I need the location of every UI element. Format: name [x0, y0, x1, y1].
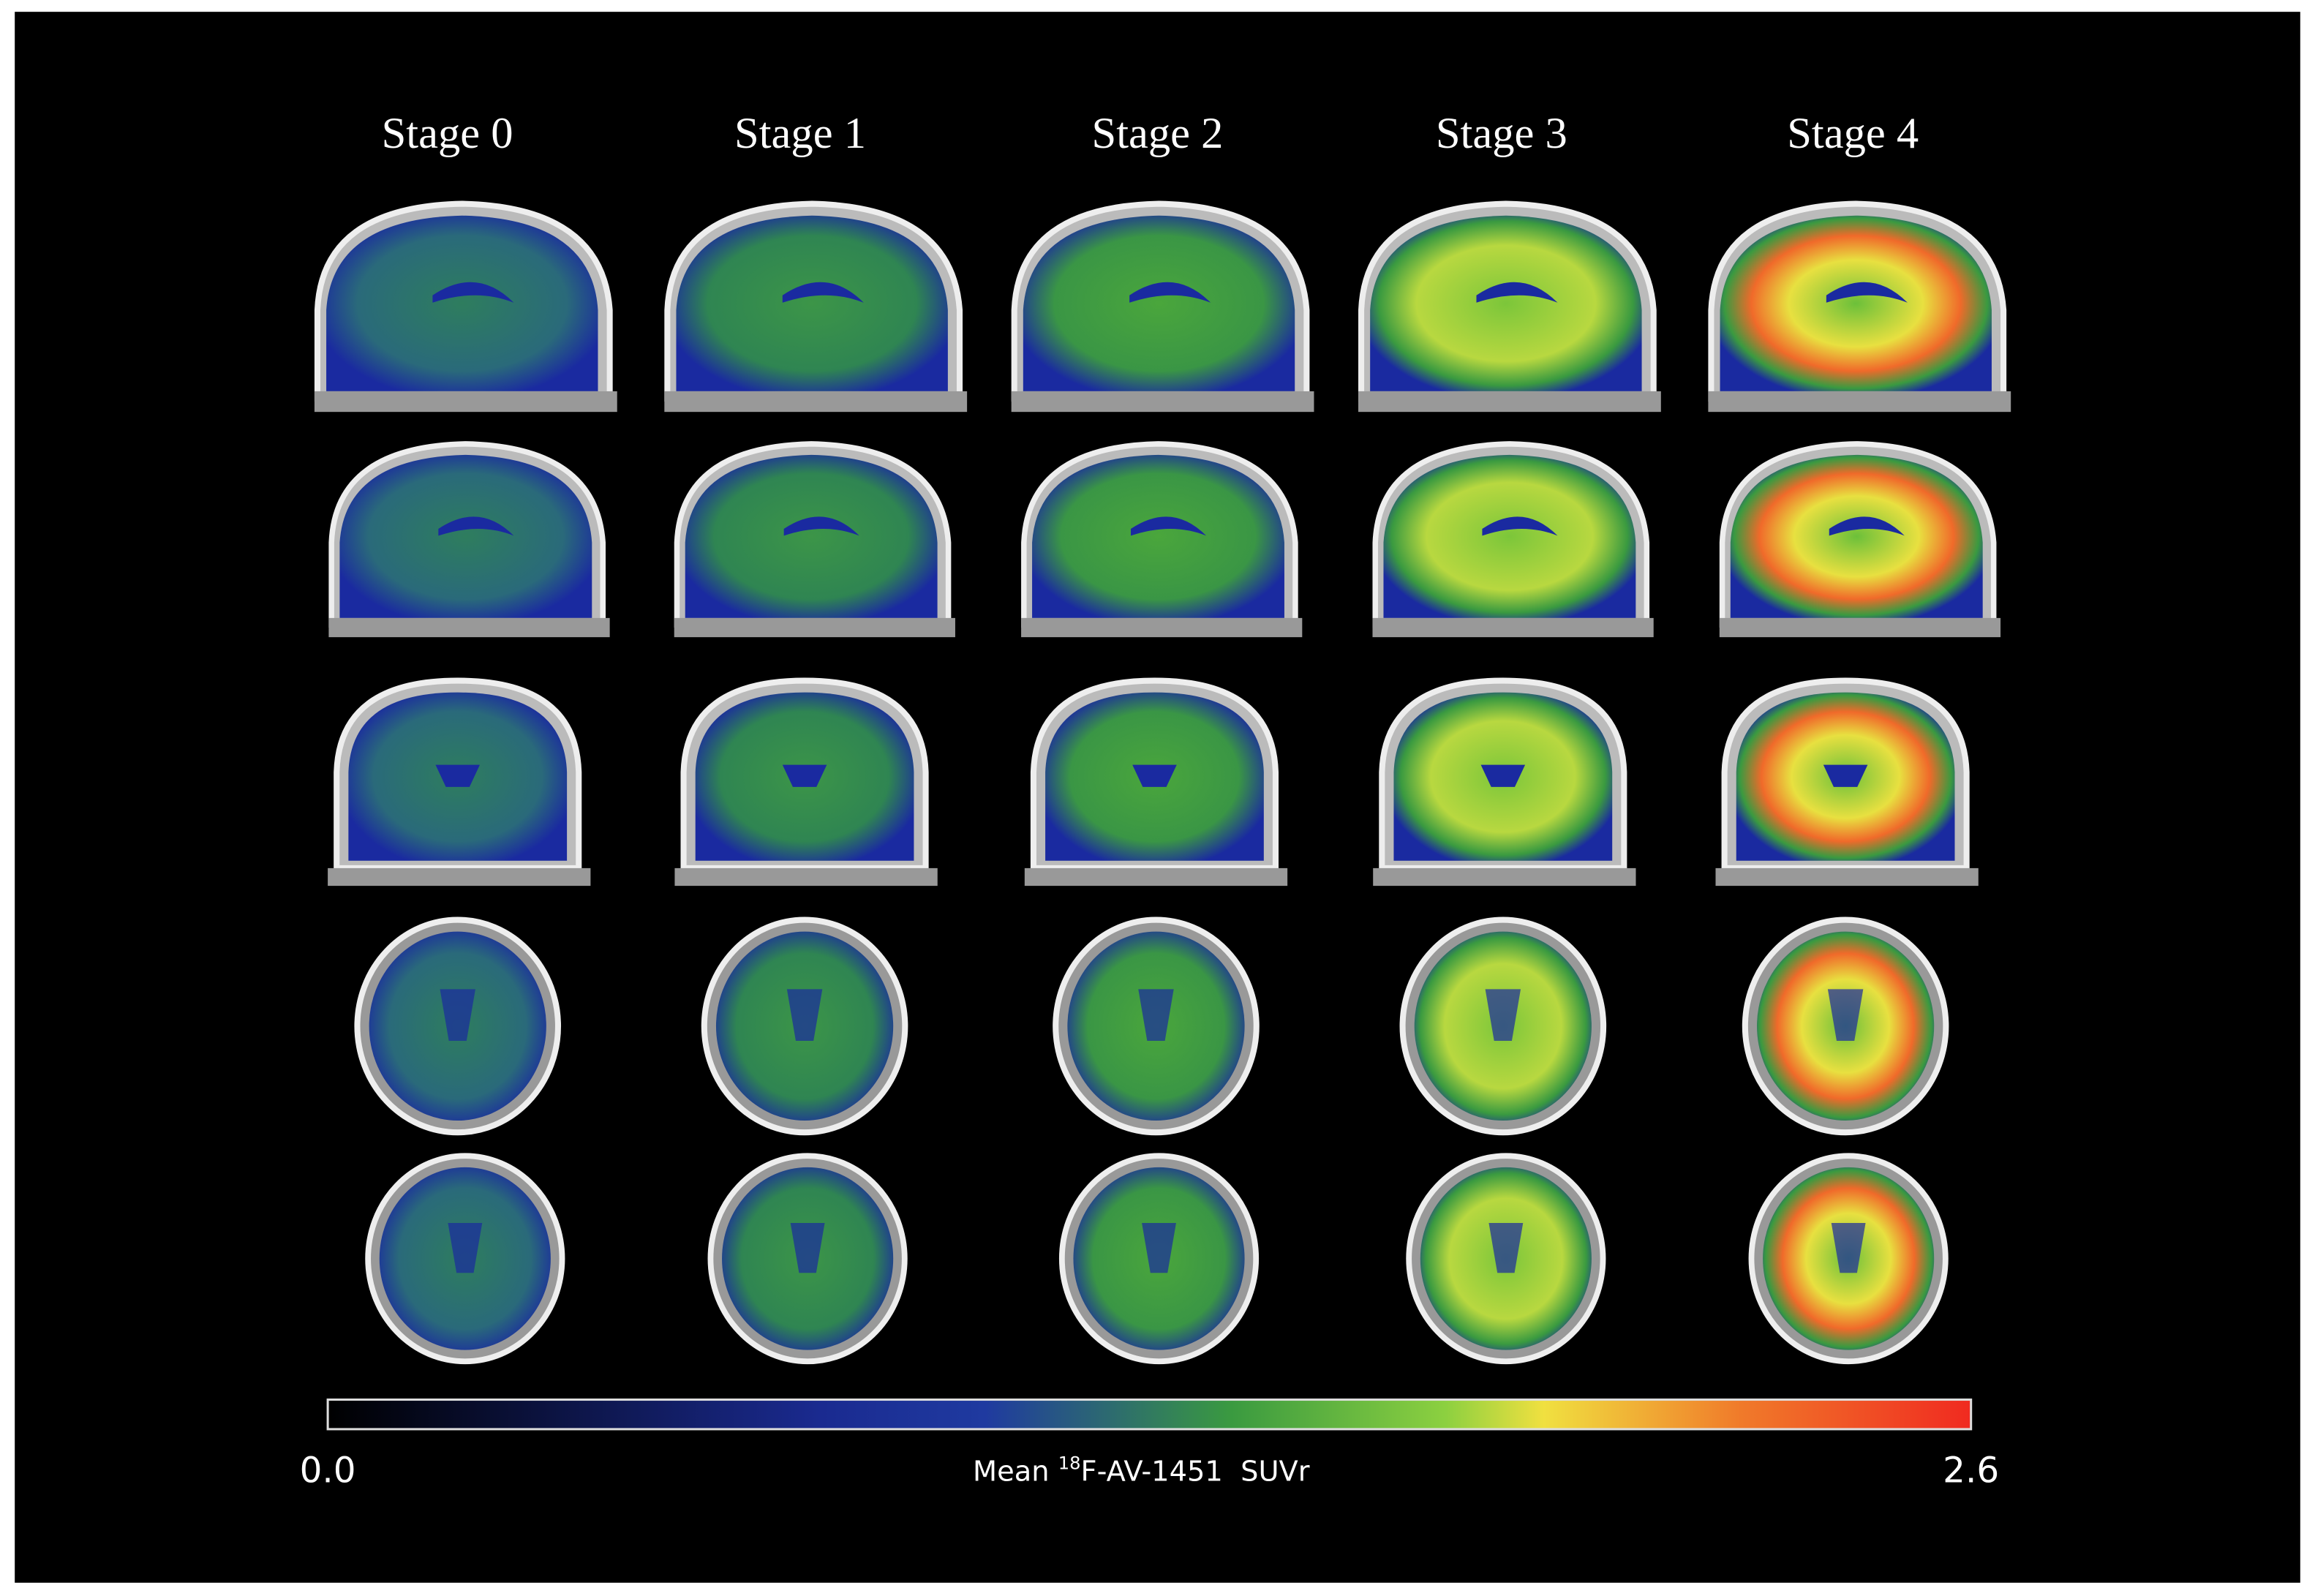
colorbar-max: 2.6	[1943, 1450, 1999, 1491]
brain-slice	[1021, 444, 1302, 637]
colorbar	[326, 1399, 1973, 1431]
stage-title: Stage 3	[1436, 109, 1567, 158]
colorbar-title: Mean 18F-AV-1451 SUVr	[973, 1453, 1310, 1488]
colorbar-title-text: F-AV-1451 SUVr	[1081, 1456, 1310, 1488]
brain-slice	[1720, 444, 2000, 637]
stage-title: Stage 0	[382, 109, 513, 158]
brain-slice	[1751, 1156, 1945, 1361]
colorbar-min: 0.0	[300, 1450, 356, 1491]
brain-slice	[1708, 204, 2011, 413]
brain-slice	[1372, 444, 1653, 637]
brain-slice	[328, 444, 609, 637]
stage-title: Stage 4	[1787, 109, 1919, 158]
colorbar-title-text: Mean	[973, 1456, 1058, 1488]
brain-slice	[368, 1156, 562, 1361]
colorbar-title-sup: 18	[1058, 1453, 1081, 1473]
brain-slice	[1025, 681, 1287, 887]
brain-slice	[1745, 920, 1946, 1133]
stage-title: Stage 1	[734, 109, 866, 158]
brain-slice	[1358, 204, 1661, 413]
brain-slice	[1373, 681, 1635, 887]
brain-slice	[674, 681, 937, 887]
brain-slice	[1715, 681, 1978, 887]
brain-slice	[664, 204, 967, 413]
brain-slice	[328, 681, 590, 887]
brain-slice	[315, 204, 617, 413]
brain-slice	[1409, 1156, 1603, 1361]
brain-slice	[674, 444, 955, 637]
brain-slice	[1062, 1156, 1256, 1361]
brain-slice	[704, 920, 906, 1133]
brain-slice	[1012, 204, 1314, 413]
brain-slice	[357, 920, 558, 1133]
brain-slice	[710, 1156, 904, 1361]
brain-slice	[1055, 920, 1257, 1133]
stage-title: Stage 2	[1092, 109, 1224, 158]
brain-slice	[1403, 920, 1604, 1133]
